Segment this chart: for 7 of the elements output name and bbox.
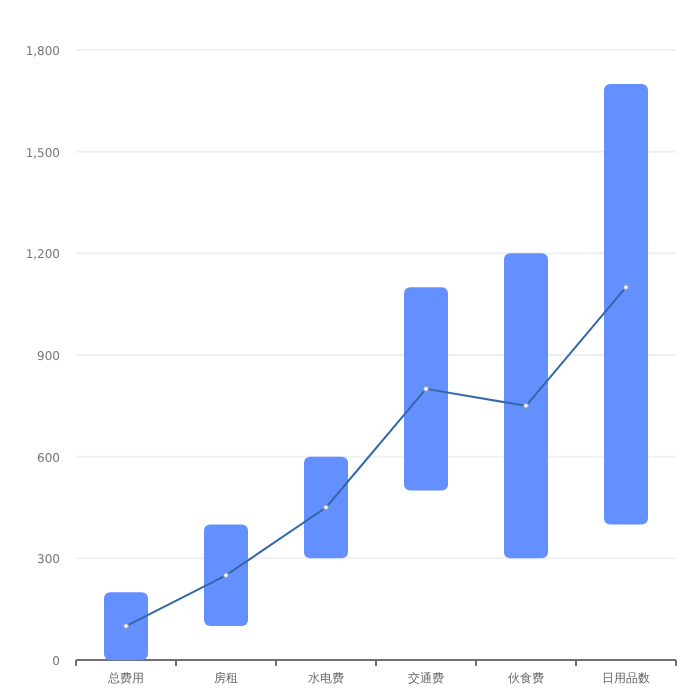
- bar: [104, 592, 148, 660]
- bar: [604, 83, 648, 525]
- bar: [204, 524, 248, 627]
- line-series: [123, 284, 629, 630]
- bar: [304, 456, 348, 559]
- bar: [504, 253, 548, 559]
- bar: [404, 287, 448, 491]
